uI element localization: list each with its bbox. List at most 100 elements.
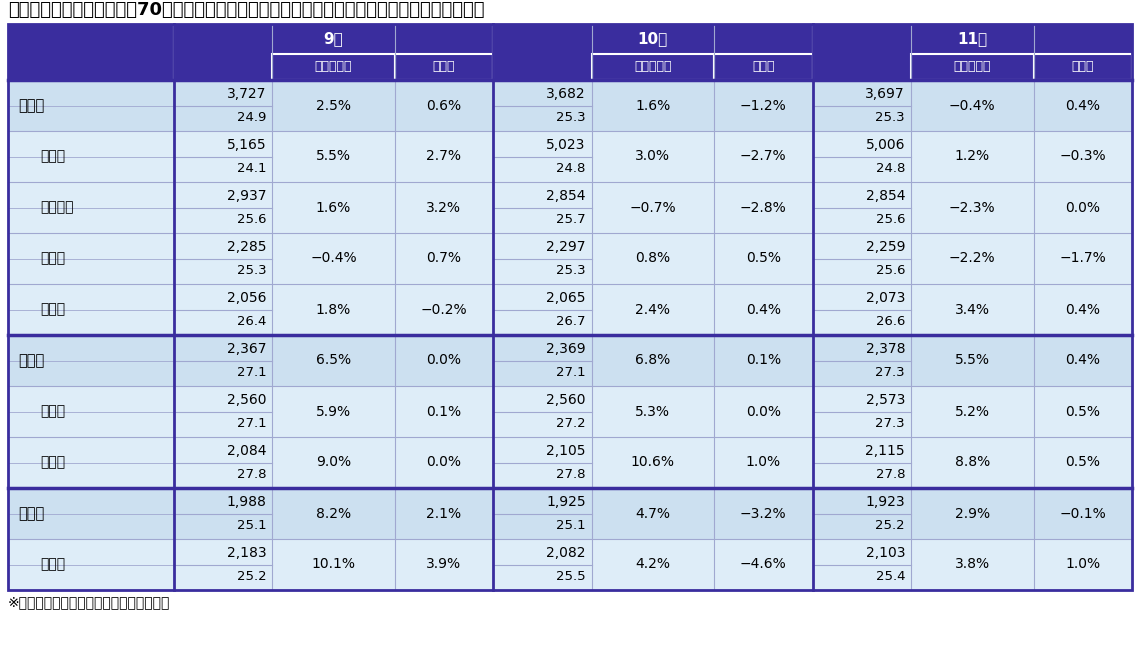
Text: 0.5%: 0.5%	[1065, 405, 1101, 419]
Bar	[8, 488, 174, 539]
Text: 2,367: 2,367	[226, 342, 266, 356]
Bar	[813, 233, 911, 284]
Text: 前年同月比: 前年同月比	[315, 61, 352, 73]
Bar	[813, 437, 911, 488]
Bar	[1034, 233, 1132, 284]
Bar	[1034, 488, 1132, 539]
Text: 0.5%: 0.5%	[746, 252, 781, 266]
Bar	[8, 24, 1132, 80]
Bar	[272, 488, 395, 539]
Text: 3.4%: 3.4%	[955, 303, 990, 317]
Bar	[911, 386, 1034, 437]
Text: 0.4%: 0.4%	[1065, 99, 1101, 112]
Text: 8.8%: 8.8%	[955, 455, 990, 470]
Text: 6.5%: 6.5%	[316, 354, 351, 368]
Bar	[174, 437, 272, 488]
Text: 1.0%: 1.0%	[746, 455, 781, 470]
Text: 27.3: 27.3	[875, 417, 905, 430]
Bar	[395, 233, 493, 284]
Text: 2,103: 2,103	[865, 546, 905, 560]
Text: 前月比: 前月比	[433, 61, 455, 73]
Bar	[395, 437, 493, 488]
Bar	[174, 182, 272, 233]
Bar	[1034, 284, 1132, 335]
Bar	[813, 131, 911, 182]
Text: 1.6%: 1.6%	[316, 201, 351, 215]
Text: 1.2%: 1.2%	[955, 150, 990, 164]
Bar	[174, 131, 272, 182]
Bar	[395, 539, 493, 590]
Bar	[911, 488, 1034, 539]
Bar	[911, 182, 1034, 233]
Text: 25.3: 25.3	[875, 111, 905, 124]
Text: 1.6%: 1.6%	[636, 99, 671, 112]
Text: 0.5%: 0.5%	[1065, 455, 1101, 470]
Bar	[493, 233, 591, 284]
Text: 10.6%: 10.6%	[631, 455, 675, 470]
Bar	[8, 284, 174, 335]
Text: 5,165: 5,165	[226, 138, 266, 152]
Text: 2,369: 2,369	[546, 342, 586, 356]
Text: −0.4%: −0.4%	[949, 99, 996, 112]
Text: 10.1%: 10.1%	[312, 557, 356, 572]
Bar	[272, 539, 395, 590]
Text: −2.8%: −2.8%	[740, 201, 787, 215]
Text: −2.3%: −2.3%	[949, 201, 996, 215]
Text: 1.0%: 1.0%	[1065, 557, 1101, 572]
Bar	[591, 54, 714, 80]
Text: 首都圏: 首都圏	[18, 98, 44, 113]
Text: 5.5%: 5.5%	[955, 354, 990, 368]
Bar	[272, 233, 395, 284]
Bar	[8, 539, 174, 590]
Bar	[493, 335, 591, 386]
Text: −0.4%: −0.4%	[310, 252, 357, 266]
Bar	[813, 386, 911, 437]
Bar	[591, 335, 714, 386]
Text: 0.8%: 0.8%	[636, 252, 671, 266]
Text: 27.1: 27.1	[556, 366, 586, 379]
Text: 3.8%: 3.8%	[955, 557, 990, 572]
Text: 神奈川県: 神奈川県	[40, 201, 74, 215]
Bar	[714, 80, 813, 131]
Bar	[395, 54, 493, 80]
Bar	[911, 335, 1034, 386]
Bar	[395, 335, 493, 386]
Text: 2,937: 2,937	[226, 189, 266, 203]
Text: 0.1%: 0.1%	[426, 405, 462, 419]
Text: 3,682: 3,682	[546, 87, 586, 101]
Text: 0.6%: 0.6%	[426, 99, 462, 112]
Text: 5.9%: 5.9%	[316, 405, 351, 419]
Text: 0.0%: 0.0%	[746, 405, 781, 419]
Text: 0.4%: 0.4%	[1065, 354, 1101, 368]
Bar	[493, 488, 591, 539]
Bar	[272, 182, 395, 233]
Text: −1.7%: −1.7%	[1060, 252, 1106, 266]
Text: 1.8%: 1.8%	[316, 303, 351, 317]
Bar	[813, 335, 911, 386]
Bar	[174, 386, 272, 437]
Text: −2.7%: −2.7%	[740, 150, 787, 164]
Bar	[272, 54, 395, 80]
Bar	[714, 335, 813, 386]
Text: 25.1: 25.1	[556, 519, 586, 532]
Text: 25.4: 25.4	[875, 570, 905, 583]
Text: −0.3%: −0.3%	[1060, 150, 1106, 164]
Text: 27.2: 27.2	[556, 417, 586, 430]
Bar	[395, 182, 493, 233]
Bar	[591, 386, 714, 437]
Text: 1,923: 1,923	[865, 495, 905, 509]
Text: 2,073: 2,073	[865, 291, 905, 305]
Text: 0.4%: 0.4%	[746, 303, 781, 317]
Text: 0.1%: 0.1%	[746, 354, 781, 368]
Text: 2.7%: 2.7%	[426, 150, 462, 164]
Text: 3.9%: 3.9%	[426, 557, 462, 572]
Bar	[591, 539, 714, 590]
Bar	[1034, 54, 1132, 80]
Text: 2,560: 2,560	[546, 393, 586, 407]
Text: 2,084: 2,084	[226, 444, 266, 458]
Bar	[911, 80, 1034, 131]
Bar	[813, 488, 911, 539]
Text: 4.2%: 4.2%	[636, 557, 671, 572]
Text: 近畿圏: 近畿圏	[18, 353, 44, 368]
Text: 5.2%: 5.2%	[955, 405, 990, 419]
